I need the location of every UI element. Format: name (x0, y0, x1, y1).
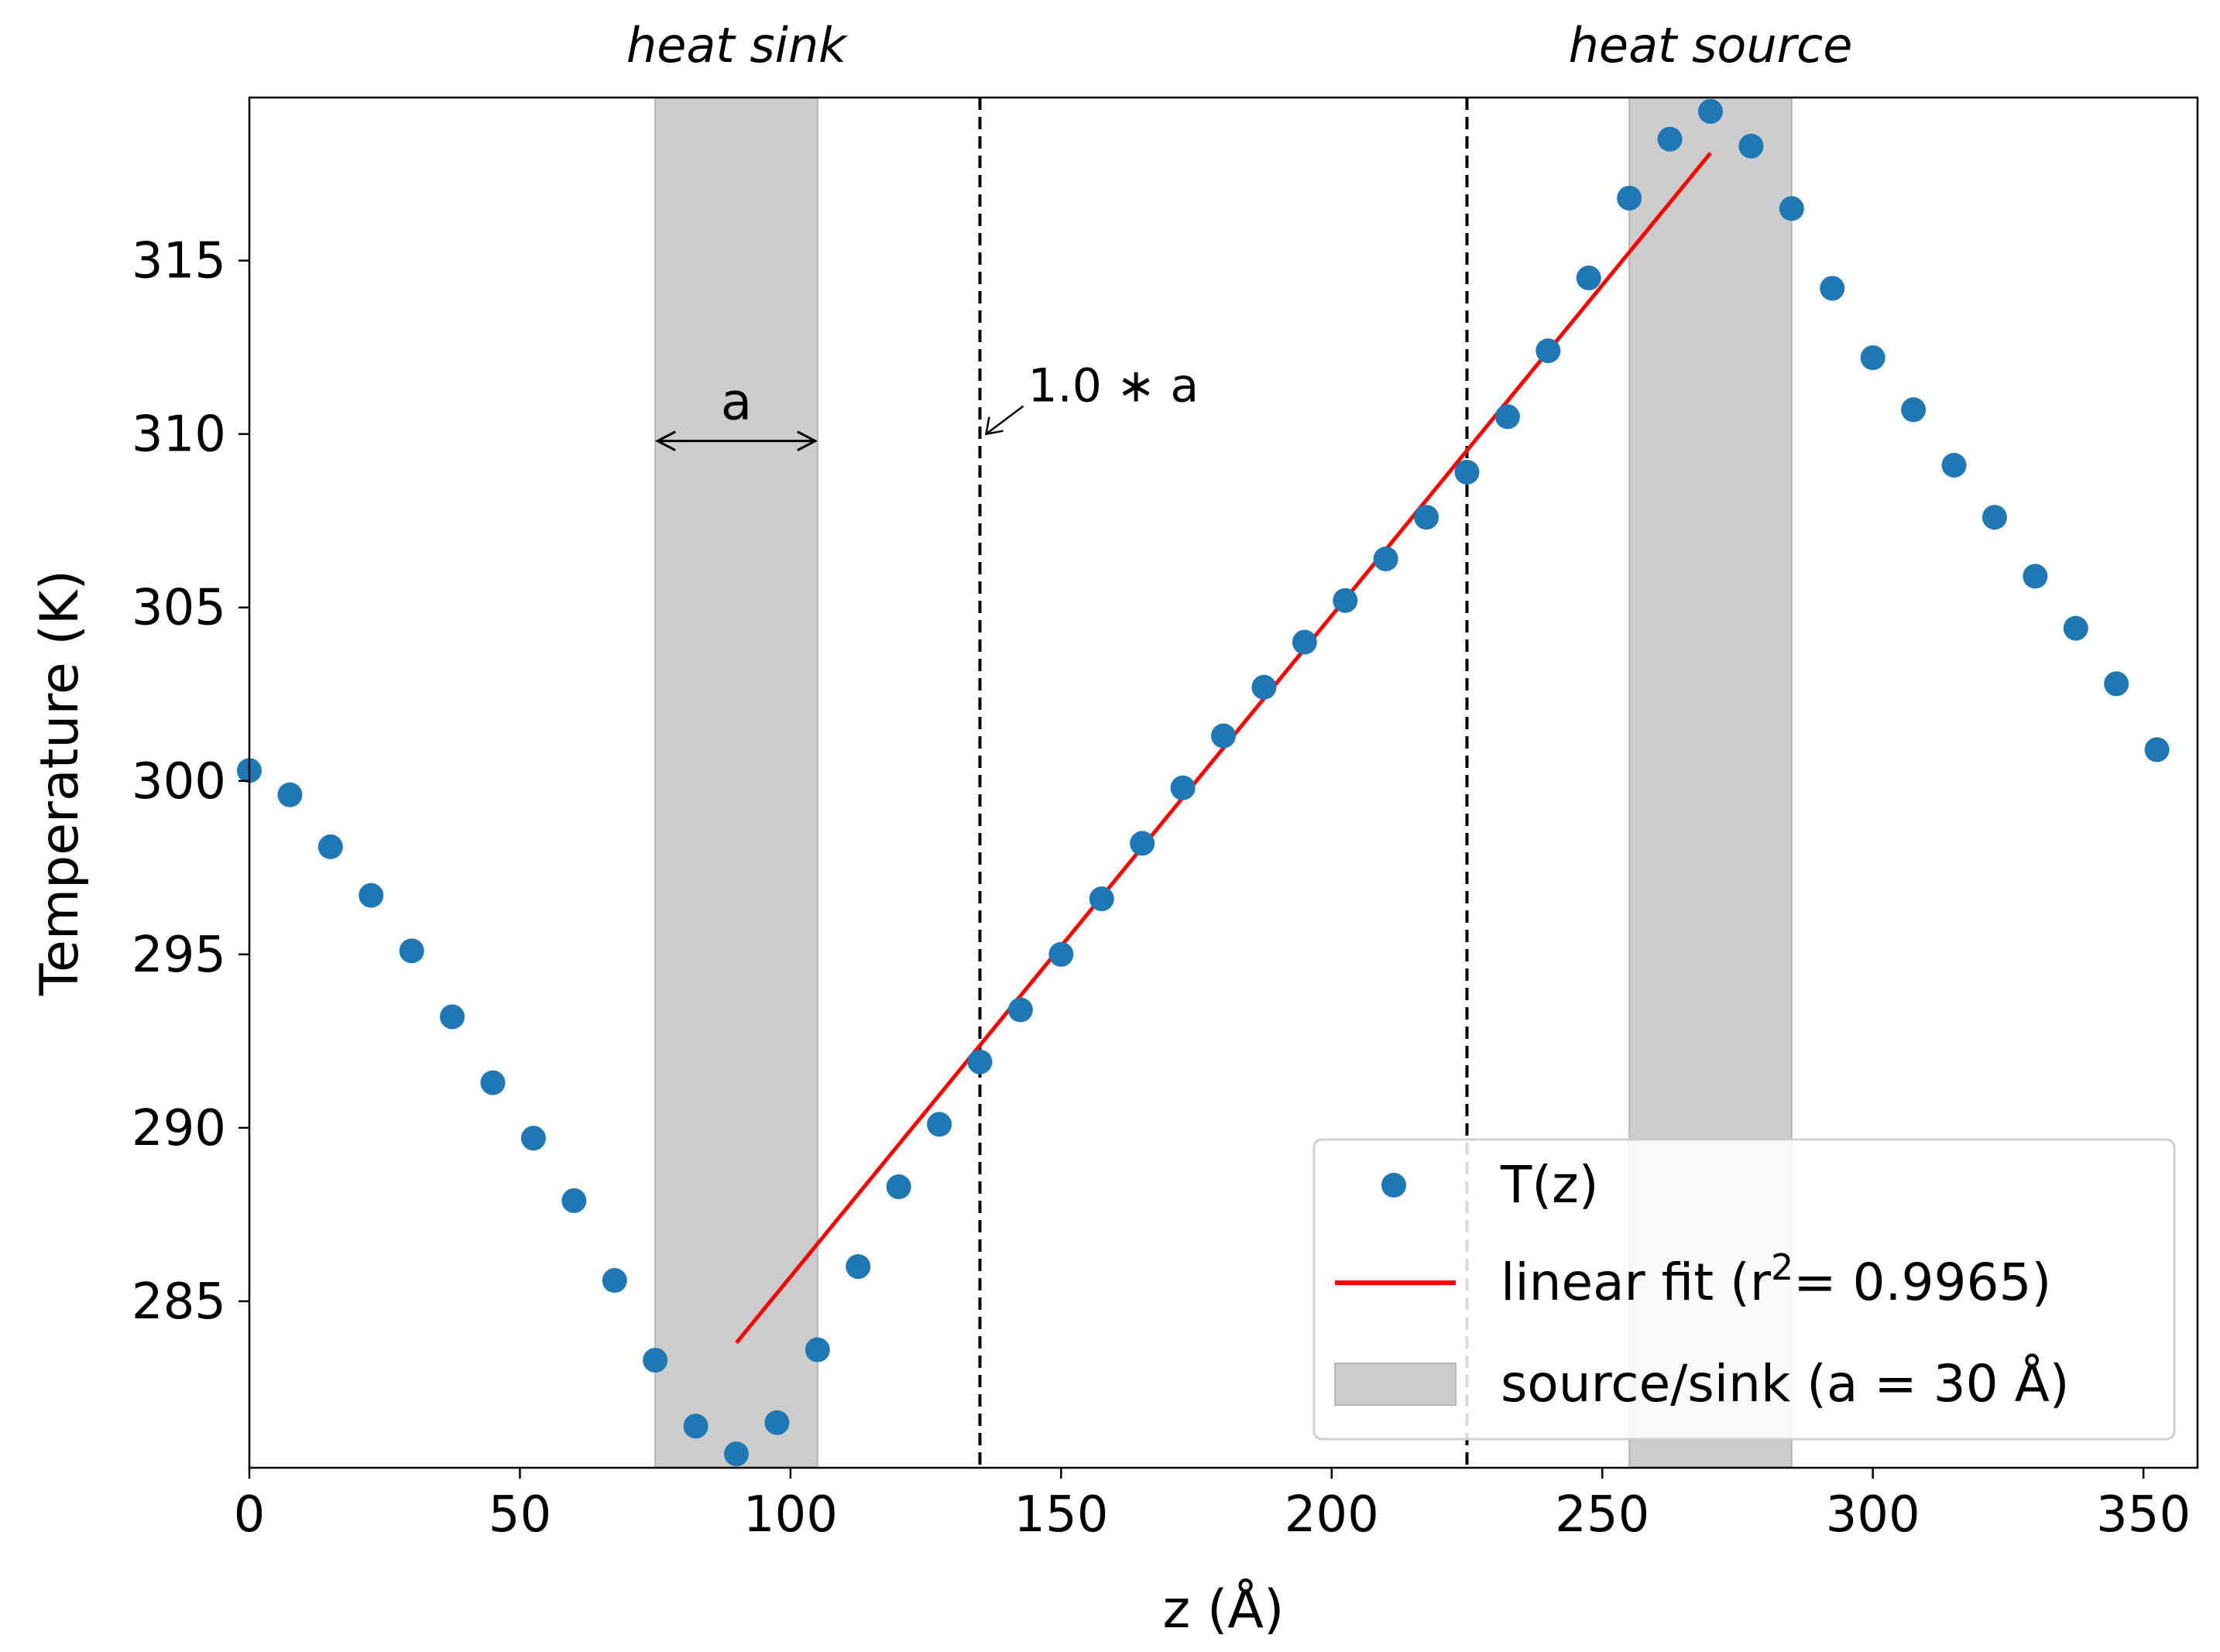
width-arrow: a (654, 372, 818, 451)
data-point (520, 1126, 546, 1151)
y-tick-label: 285 (132, 1273, 226, 1331)
data-point (1901, 397, 1927, 423)
data-point (1333, 588, 1358, 613)
legend-label-source-sink: source/sink (a = 30 Å) (1501, 1354, 2069, 1414)
data-point (2104, 671, 2129, 697)
legend-label-tz: T(z) (1500, 1155, 1598, 1215)
data-point (1048, 941, 1074, 967)
data-point (1211, 723, 1236, 749)
data-point (967, 1049, 993, 1074)
legend-box (1312, 1138, 2176, 1441)
offset-arrow: 1.0 ∗ a (984, 359, 1199, 436)
legend-fit-sup: 2 (1771, 1246, 1793, 1288)
data-point (1576, 266, 1601, 291)
y-tick-label: 295 (132, 927, 226, 984)
data-point (1007, 997, 1033, 1023)
data-point (927, 1112, 952, 1137)
data-point (1860, 345, 1885, 371)
data-point (683, 1414, 709, 1439)
x-tick-label: 350 (2096, 1486, 2191, 1544)
data-point (1617, 185, 1642, 211)
legend-marker-icon (1381, 1173, 1406, 1198)
legend: T(z) linear fit (r2= 0.9965) source/sink… (1312, 1138, 2176, 1441)
data-point (2063, 615, 2088, 641)
data-point (1373, 546, 1398, 571)
data-point (764, 1410, 790, 1435)
y-tick-label: 290 (132, 1100, 226, 1157)
x-axis-ticks: 0 50 100 150 200 250 300 350 (234, 1468, 2191, 1544)
legend-label-fit: linear fit (r2= 0.9965) (1501, 1246, 2051, 1312)
y-tick-label: 310 (132, 406, 226, 464)
shaded-region-heat-sink (654, 97, 818, 1469)
heat-sink-label: heat sink (626, 17, 848, 74)
x-tick-label: 300 (1826, 1486, 1920, 1544)
x-tick-label: 50 (489, 1486, 551, 1544)
y-axis-ticks: 285 290 295 300 305 310 315 (132, 233, 249, 1331)
data-point (1251, 674, 1277, 700)
data-point (1292, 629, 1317, 655)
x-tick-label: 200 (1285, 1486, 1379, 1544)
x-tick-label: 150 (1014, 1486, 1108, 1544)
legend-fit-main: linear fit (r (1501, 1253, 1772, 1312)
data-point (1130, 831, 1155, 856)
width-arrow-head-left (654, 430, 676, 451)
data-point (2144, 737, 2170, 763)
y-tick-label: 300 (132, 753, 226, 811)
x-axis-label: z (Å) (1163, 1578, 1285, 1640)
data-point (1820, 276, 1845, 301)
data-point (1535, 338, 1561, 364)
data-point (399, 938, 424, 964)
data-point (1170, 775, 1196, 800)
legend-patch-icon (1334, 1362, 1457, 1406)
data-points (237, 98, 2170, 1467)
data-point (2023, 564, 2048, 589)
x-tick-label: 250 (1555, 1486, 1649, 1544)
data-point (846, 1254, 871, 1280)
data-point (359, 883, 384, 908)
offset-arrow-line (985, 405, 1024, 435)
data-point (1738, 133, 1764, 159)
plot-frame (248, 96, 2199, 1469)
width-arrow-label: a (721, 372, 752, 432)
data-point (480, 1070, 506, 1095)
data-point (1779, 196, 1804, 221)
width-arrow-head-right (797, 430, 818, 451)
data-point (1657, 126, 1683, 152)
data-point (1494, 404, 1520, 430)
data-point (724, 1441, 749, 1467)
y-axis-label: Temperature (K) (29, 570, 91, 996)
data-point (317, 834, 343, 859)
y-tick-label: 305 (132, 580, 226, 637)
heat-source-label: heat source (1569, 17, 1853, 74)
data-point (886, 1174, 911, 1200)
offset-arrow-label: 1.0 ∗ a (1028, 359, 1199, 413)
data-point (561, 1188, 587, 1213)
x-tick-label: 100 (743, 1486, 838, 1544)
data-point (1414, 505, 1439, 530)
offset-arrow-head (984, 416, 1004, 436)
y-tick-label: 315 (132, 233, 226, 290)
data-point (602, 1268, 627, 1294)
legend-fit-rest: = 0.9965) (1793, 1253, 2051, 1312)
data-point (440, 1004, 465, 1030)
x-tick-label: 0 (234, 1486, 266, 1544)
data-point (643, 1348, 668, 1373)
data-point (1089, 886, 1114, 912)
data-point (1454, 459, 1480, 485)
data-point (277, 782, 303, 807)
data-point (1941, 452, 1967, 478)
data-point (1698, 98, 1723, 124)
data-point (1982, 505, 2007, 530)
data-point (805, 1337, 830, 1362)
